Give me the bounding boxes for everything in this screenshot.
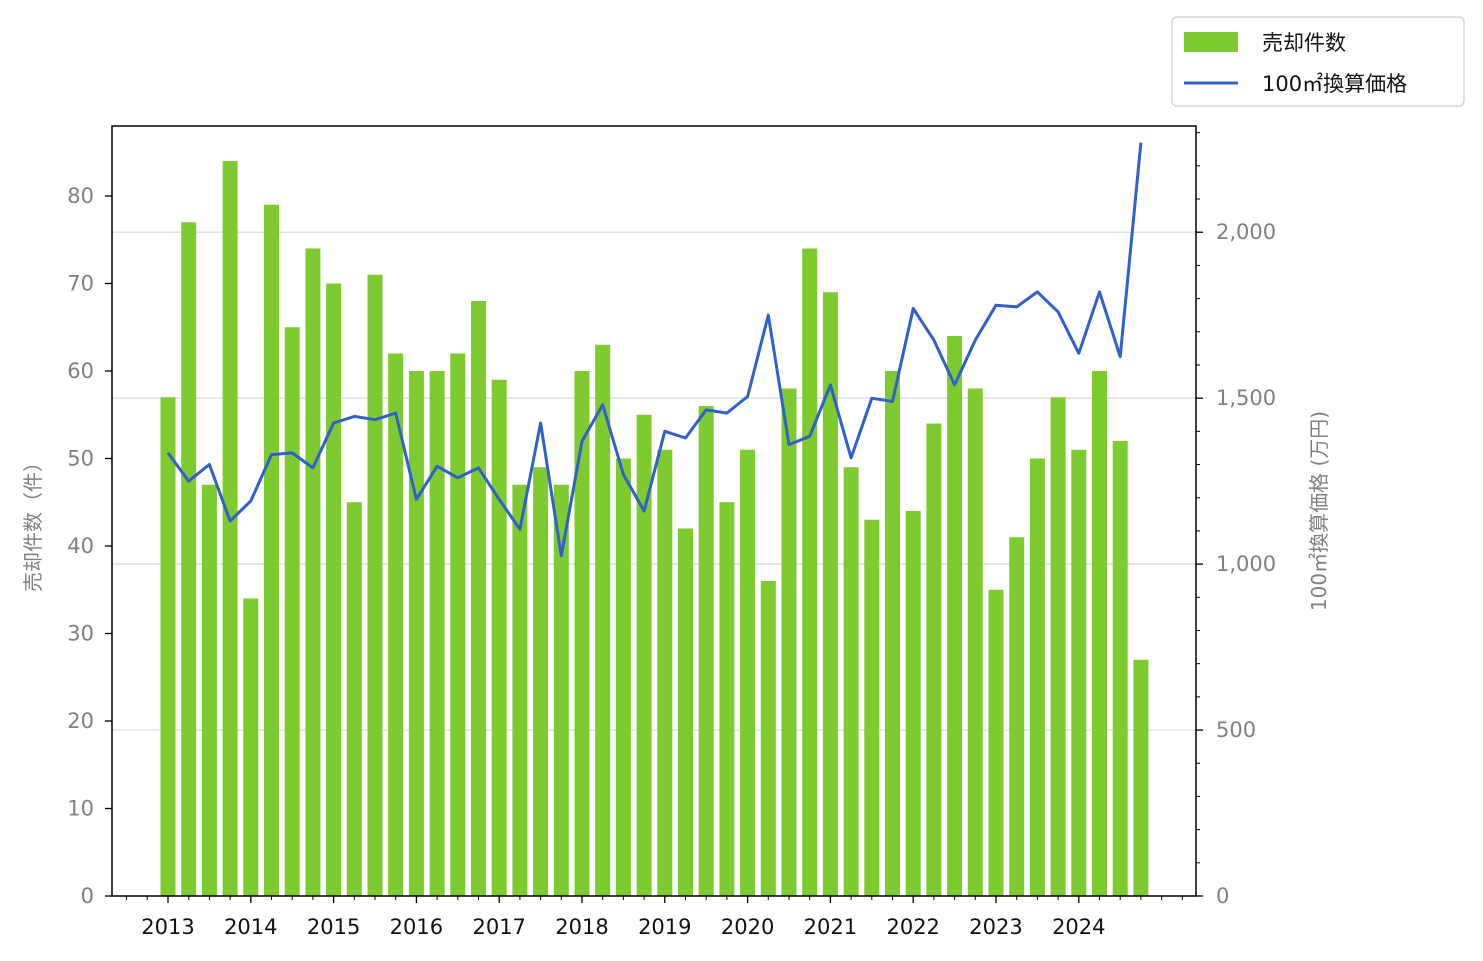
left-tick-label: 60 xyxy=(67,359,94,383)
bar xyxy=(1133,659,1149,896)
bar xyxy=(802,248,818,896)
bar xyxy=(1029,458,1045,896)
bar xyxy=(636,414,652,896)
legend: 売却件数 100㎡換算価格 xyxy=(1171,16,1465,107)
bar xyxy=(698,406,714,896)
x-tick-label: 2017 xyxy=(472,915,525,939)
left-tick-label: 70 xyxy=(67,272,94,296)
bar xyxy=(388,353,404,896)
bar xyxy=(553,484,569,896)
bar xyxy=(1050,397,1066,896)
x-axis: 2013 2014 2015 2016 2017 2018 2019 2020 2021 2022… xyxy=(126,896,1183,939)
bar xyxy=(408,371,424,896)
bar xyxy=(222,161,238,896)
x-tick-label: 2013 xyxy=(141,915,194,939)
bar xyxy=(885,371,900,896)
bar xyxy=(864,519,880,896)
bar xyxy=(346,502,362,896)
x-tick-label: 2021 xyxy=(804,915,857,939)
left-axis-title: 売却件数（件） xyxy=(21,452,45,592)
bar xyxy=(926,423,942,896)
bar xyxy=(988,589,1004,896)
x-tick-label: 2016 xyxy=(390,915,443,939)
right-tick-label: 2,000 xyxy=(1216,220,1276,244)
bar xyxy=(574,371,590,896)
left-axis: 0 10 20 30 40 50 60 70 80 xyxy=(67,184,112,908)
bar xyxy=(512,484,528,896)
bar xyxy=(201,484,217,896)
left-tick-label: 30 xyxy=(67,622,94,646)
bar xyxy=(967,388,983,896)
bar xyxy=(760,581,776,896)
bar xyxy=(595,344,611,896)
bar xyxy=(1112,441,1128,896)
x-tick-label: 2015 xyxy=(307,915,360,939)
bar xyxy=(1009,537,1025,896)
right-tick-label: 1,000 xyxy=(1216,552,1276,576)
bar xyxy=(367,274,383,896)
bar xyxy=(822,292,838,896)
legend-bar-swatch xyxy=(1184,32,1238,52)
left-tick-label: 40 xyxy=(67,534,94,558)
x-tick-label: 2022 xyxy=(886,915,939,939)
left-tick-label: 10 xyxy=(67,797,94,821)
bar xyxy=(284,327,300,896)
bar xyxy=(243,598,259,896)
x-tick-label: 2023 xyxy=(969,915,1022,939)
right-tick-label: 0 xyxy=(1216,884,1229,908)
left-tick-label: 80 xyxy=(67,184,94,208)
right-tick-label: 500 xyxy=(1216,718,1256,742)
left-tick-label: 50 xyxy=(67,447,94,471)
bar xyxy=(1071,449,1087,896)
price-line xyxy=(166,142,1143,558)
bar xyxy=(905,511,921,896)
bar xyxy=(491,379,507,896)
x-tick-label: 2019 xyxy=(638,915,691,939)
bar xyxy=(615,458,631,896)
x-tick-label: 2024 xyxy=(1052,915,1105,939)
bar xyxy=(719,502,735,896)
x-tick-label: 2020 xyxy=(721,915,774,939)
left-tick-label: 20 xyxy=(67,709,94,733)
bar xyxy=(326,283,342,896)
bar xyxy=(264,204,279,896)
bar xyxy=(781,388,797,896)
legend-frame xyxy=(1171,16,1465,107)
bar xyxy=(740,449,756,896)
right-axis: 0 500 1,000 1,500 2,000 xyxy=(1196,132,1276,908)
bar xyxy=(429,371,445,896)
line-series xyxy=(166,142,1143,558)
bar xyxy=(160,397,176,896)
bar xyxy=(843,467,859,896)
bar xyxy=(471,301,486,896)
bar xyxy=(1092,371,1107,896)
bar-series xyxy=(160,161,1149,896)
bar xyxy=(678,528,693,896)
right-tick-label: 1,500 xyxy=(1216,386,1276,410)
plot-frame xyxy=(111,125,1197,897)
bar xyxy=(533,467,549,896)
left-tick-label: 0 xyxy=(81,884,94,908)
bar xyxy=(947,336,963,896)
bar xyxy=(181,222,197,896)
bar xyxy=(657,449,673,896)
x-tick-label: 2018 xyxy=(555,915,608,939)
x-tick-label: 2014 xyxy=(224,915,277,939)
bar xyxy=(305,248,321,896)
right-axis-title: 100㎡換算価格 (万円) xyxy=(1307,411,1331,611)
bar xyxy=(450,353,466,896)
legend-line-label: 100㎡換算価格 xyxy=(1262,72,1407,96)
legend-bar-label: 売却件数 xyxy=(1262,31,1346,55)
